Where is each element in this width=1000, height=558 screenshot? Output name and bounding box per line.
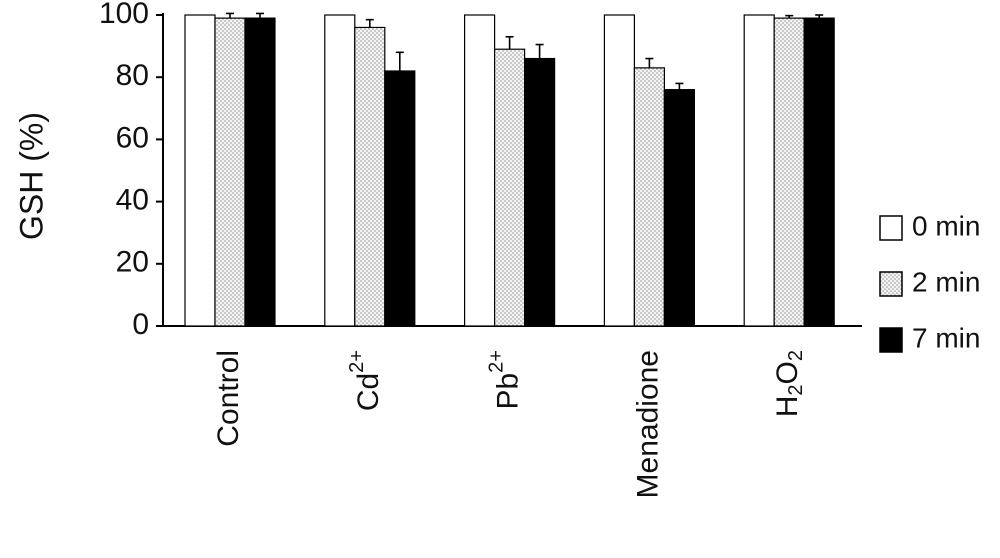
bar xyxy=(633,67,666,327)
x-tick-label: Control xyxy=(212,350,245,447)
legend-swatch xyxy=(879,327,903,353)
legend-label: 2 min xyxy=(912,266,980,297)
legend: 0 min 2 min 7 min xyxy=(879,210,980,353)
x-tick-label: Cd2+ xyxy=(346,350,385,411)
bar xyxy=(464,14,496,327)
legend-label: 0 min xyxy=(912,210,980,241)
bar xyxy=(214,17,246,327)
bar xyxy=(244,17,276,327)
bar xyxy=(803,17,835,327)
y-tick-label: 40 xyxy=(116,184,149,217)
y-tick-label: 20 xyxy=(116,246,149,279)
bar xyxy=(494,48,526,327)
x-tick-label: Pb2+ xyxy=(486,350,525,410)
legend-swatch xyxy=(879,215,903,241)
legend-label: 7 min xyxy=(912,322,980,353)
bar xyxy=(743,14,775,327)
bar xyxy=(773,17,805,327)
x-tick-label: Menadione xyxy=(631,350,664,498)
x-tick-label: H2O2 xyxy=(771,350,807,417)
bar xyxy=(324,14,356,327)
plot-area: 0 20 40 60 80 100 Control Cd2+ Pb2+ Menadione H2O2 xyxy=(99,0,862,498)
bar xyxy=(384,70,416,327)
bar xyxy=(663,89,696,327)
bar xyxy=(523,57,556,327)
y-axis-title: GSH (%) xyxy=(13,112,49,240)
y-tick-label: 60 xyxy=(116,121,149,154)
y-tick-label: 100 xyxy=(99,0,149,30)
y-tick-label: 0 xyxy=(132,308,149,341)
y-tick-label: 80 xyxy=(116,59,149,92)
bar xyxy=(354,26,386,327)
legend-swatch xyxy=(879,271,903,297)
bar xyxy=(603,14,636,327)
bar xyxy=(184,14,216,327)
